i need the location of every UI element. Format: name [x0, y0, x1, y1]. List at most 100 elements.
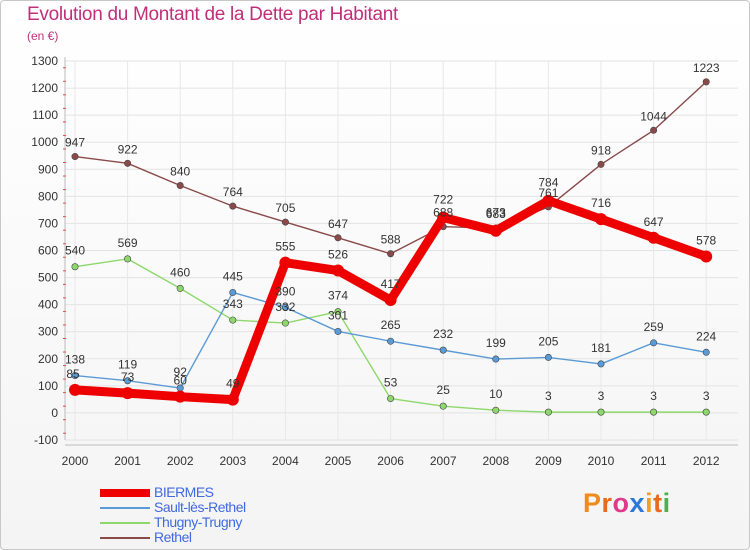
data-label: 3 [650, 389, 657, 403]
data-point [597, 160, 605, 168]
legend-item-sault-les-rethel: Sault-lès-Rethel [100, 499, 400, 516]
legend-label: BIERMES [154, 484, 214, 500]
data-label: 922 [118, 142, 138, 156]
x-tick-label: 2004 [272, 454, 299, 468]
data-point [387, 250, 395, 258]
data-label: 224 [696, 329, 716, 343]
data-label: 265 [381, 318, 401, 332]
data-label: 683 [486, 207, 506, 221]
x-tick-label: 2009 [535, 454, 562, 468]
data-label: 181 [591, 341, 611, 355]
data-label: 540 [65, 244, 85, 258]
data-point [650, 408, 658, 416]
legend-label: Rethel [154, 529, 192, 545]
data-label: 332 [275, 300, 295, 314]
data-point [281, 218, 289, 226]
logo-letter: P [583, 488, 602, 518]
data-point [702, 78, 710, 86]
data-point [437, 211, 450, 224]
y-tick-label: 1100 [32, 108, 58, 122]
logo-letter: o [612, 488, 630, 518]
data-point [229, 316, 237, 324]
data-label: 92 [174, 365, 188, 379]
data-label: 3 [598, 389, 605, 403]
data-label: 918 [591, 143, 611, 157]
logo-letter: r [601, 488, 613, 518]
data-point [176, 182, 184, 190]
data-point [226, 393, 239, 406]
x-tick-label: 2008 [482, 454, 509, 468]
data-label: 673 [486, 206, 506, 220]
x-tick-label: 2006 [377, 454, 404, 468]
legend-item-rethel: Rethel [100, 529, 400, 546]
y-tick-label: 200 [38, 352, 58, 366]
data-labels: 85 73 60 49 555 526 417 722 673 784 716 647 578 138 11… [65, 61, 720, 403]
legend-swatch [100, 522, 150, 524]
data-label: 784 [538, 176, 558, 190]
data-label: 259 [644, 320, 664, 334]
x-tick-label: 2007 [430, 454, 457, 468]
y-tick-label: 1300 [31, 54, 58, 68]
y-tick-label: 600 [38, 244, 58, 258]
data-label: 688 [433, 206, 453, 220]
data-label: 588 [381, 233, 401, 247]
data-label: 1223 [693, 61, 720, 75]
x-tick-label: 2010 [588, 454, 615, 468]
legend: BIERMES Sault-lès-Rethel Thugny-Trugny R… [100, 484, 400, 546]
x-tick-label: 2000 [62, 454, 89, 468]
data-label: 60 [174, 374, 188, 388]
y-tick-label: 1200 [31, 81, 58, 95]
logo-letter: i [645, 488, 654, 518]
data-label: 705 [275, 201, 295, 215]
logo-letter: i [662, 488, 671, 518]
x-tick-label: 2001 [114, 454, 141, 468]
y-tick-label: 400 [38, 298, 58, 312]
data-label: 53 [384, 376, 398, 390]
data-label: 3 [703, 389, 710, 403]
data-label: 445 [223, 269, 243, 283]
data-point [121, 387, 134, 400]
data-label: 764 [223, 185, 243, 199]
data-point [176, 284, 184, 292]
y-tick-label: 1000 [31, 135, 58, 149]
legend-label: Thugny-Trugny [154, 514, 242, 530]
y-tick-label: 800 [38, 189, 58, 203]
proxiti-logo: Proxiti [583, 488, 671, 519]
data-label: 343 [223, 297, 243, 311]
data-point [647, 231, 660, 244]
data-label: 232 [433, 327, 453, 341]
data-label: 761 [538, 186, 558, 200]
y-tick-label: 500 [38, 271, 58, 285]
legend-swatch [100, 537, 150, 539]
y-tick-label: 900 [38, 162, 58, 176]
data-label: 390 [275, 284, 295, 298]
data-point [439, 346, 447, 354]
data-point [387, 395, 395, 403]
data-point [332, 264, 344, 277]
data-label: 526 [328, 248, 348, 262]
chart-subtitle: (en €) [27, 29, 59, 43]
data-label: 417 [381, 277, 401, 291]
data-point [702, 348, 710, 356]
data-point [71, 372, 79, 380]
data-point [69, 383, 81, 396]
legend-label: Sault-lès-Rethel [154, 499, 246, 515]
data-label: 25 [437, 383, 451, 397]
data-label: 199 [486, 336, 506, 350]
x-tick-label: 2012 [693, 454, 720, 468]
data-label: 73 [121, 370, 135, 384]
data-label: 119 [118, 358, 137, 372]
data-point [650, 126, 658, 134]
data-label: 647 [328, 217, 348, 231]
data-point [702, 408, 710, 416]
logo-letter: x [629, 488, 646, 518]
data-point [229, 202, 237, 210]
legend-swatch [100, 507, 150, 509]
data-point [334, 308, 342, 316]
data-label: 49 [226, 377, 240, 391]
data-label: 716 [591, 196, 611, 210]
data-point [439, 402, 447, 410]
y-tick-label: -100 [34, 433, 58, 447]
legend-item-thugny-trugny: Thugny-Trugny [100, 514, 400, 531]
